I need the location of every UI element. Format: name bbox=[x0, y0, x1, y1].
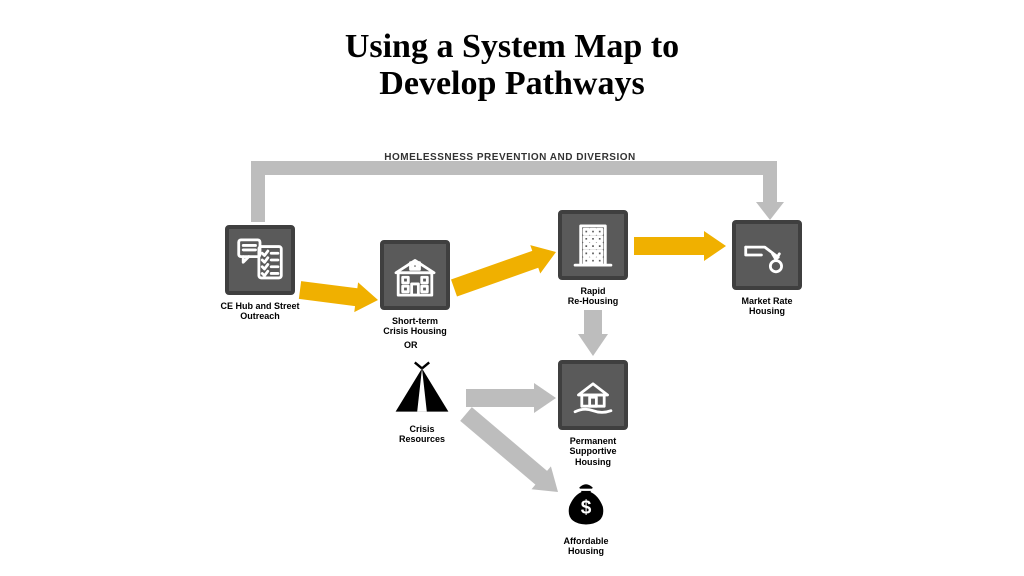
checklist-chat-icon bbox=[232, 232, 288, 288]
node-permanent-label: Permanent Supportive Housing bbox=[530, 436, 656, 467]
node-shortterm bbox=[380, 240, 450, 310]
connector-layer bbox=[0, 0, 1024, 576]
money-bag-icon: $ bbox=[558, 470, 614, 532]
diagram-canvas: HOMELESSNESS PREVENTION AND DIVERSION CE … bbox=[0, 0, 1024, 576]
prevention-banner: HOMELESSNESS PREVENTION AND DIVERSION bbox=[320, 152, 700, 163]
arrow bbox=[466, 383, 556, 413]
node-permanent bbox=[558, 360, 628, 430]
prevention-bracket bbox=[258, 168, 770, 222]
tent-icon bbox=[380, 360, 464, 420]
arrow bbox=[578, 310, 608, 356]
hand-keys-icon bbox=[739, 227, 795, 283]
node-rapid-label: Rapid Re-Housing bbox=[530, 286, 656, 307]
node-crisis bbox=[380, 360, 464, 420]
svg-text:$: $ bbox=[581, 497, 592, 518]
node-shortterm-label: Short-term Crisis Housing bbox=[352, 316, 478, 337]
or-label: OR bbox=[404, 340, 418, 350]
node-affordable-label: Affordable Housing bbox=[533, 536, 639, 557]
building-small-icon bbox=[387, 247, 443, 303]
node-ce bbox=[225, 225, 295, 295]
prevention-bracket-arrowhead bbox=[756, 202, 784, 220]
house-hand-icon bbox=[565, 367, 621, 423]
node-market bbox=[732, 220, 802, 290]
node-affordable: $ bbox=[558, 470, 614, 532]
node-rapid bbox=[558, 210, 628, 280]
node-crisis-label: Crisis Resources bbox=[355, 424, 489, 445]
arrow bbox=[634, 231, 726, 261]
building-tall-icon bbox=[565, 217, 621, 273]
node-ce-label: CE Hub and Street Outreach bbox=[197, 301, 323, 322]
node-market-label: Market Rate Housing bbox=[704, 296, 830, 317]
